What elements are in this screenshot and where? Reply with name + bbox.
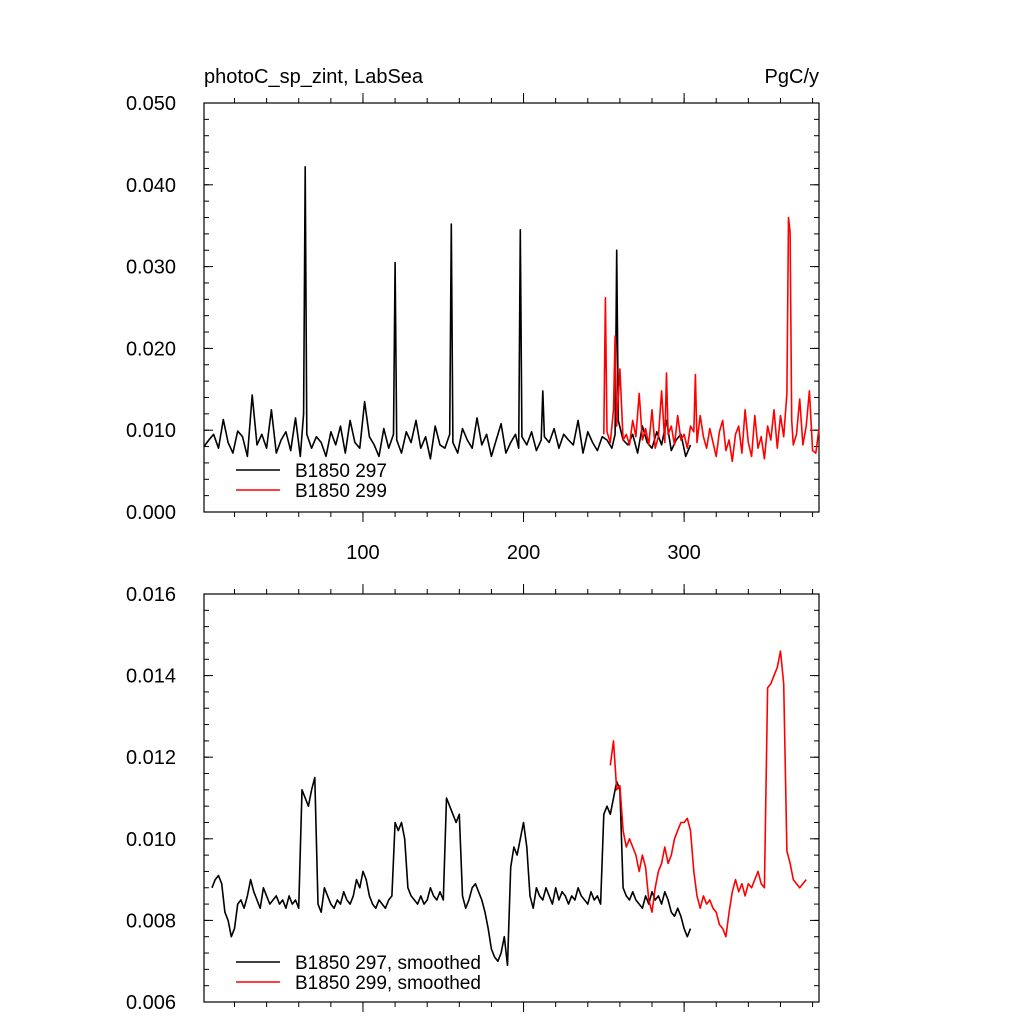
plot-frame [203,593,820,1003]
legend-label: B1850 297 [295,461,387,482]
chart-title-right: PgC/y [765,66,819,88]
legend-label: B1850 299 [295,481,387,502]
y-tick-label: 0.014 [126,666,176,688]
y-tick-label: 0.000 [126,502,176,524]
y-tick-label: 0.016 [126,584,176,606]
y-tick-label: 0.012 [126,747,176,769]
top-panel: 0.000 0.010 0.020 0.030 0.040 0.050 100 200 300 p… [126,66,820,564]
y-tick-label: 0.020 [126,338,176,360]
series-line-1 [609,650,807,938]
y-tick-label: 0.040 [126,175,176,197]
x-tick-label: 300 [667,542,700,564]
x-tick-label: 200 [507,542,540,564]
series-line-0 [211,776,692,967]
y-tick-label: 0.006 [126,992,176,1014]
y-tick-label: 0.010 [126,829,176,851]
legend-label: B1850 297, smoothed [295,953,481,974]
y-tick-label: 0.010 [126,420,176,442]
y-tick-label: 0.030 [126,257,176,279]
y-tick-label: 0.050 [126,93,176,115]
series-line-0 [203,166,692,460]
x-tick-label: 100 [346,542,379,564]
series-line-1 [603,216,820,463]
y-tick-label: 0.008 [126,910,176,932]
chart-title-left: photoC_sp_zint, LabSea [204,66,424,88]
bottom-panel: 0.006 0.008 0.010 0.012 0.014 0.016 B1850 297,… [126,584,820,1014]
plot-frame [203,102,820,513]
legend-label: B1850 299, smoothed [295,973,481,994]
